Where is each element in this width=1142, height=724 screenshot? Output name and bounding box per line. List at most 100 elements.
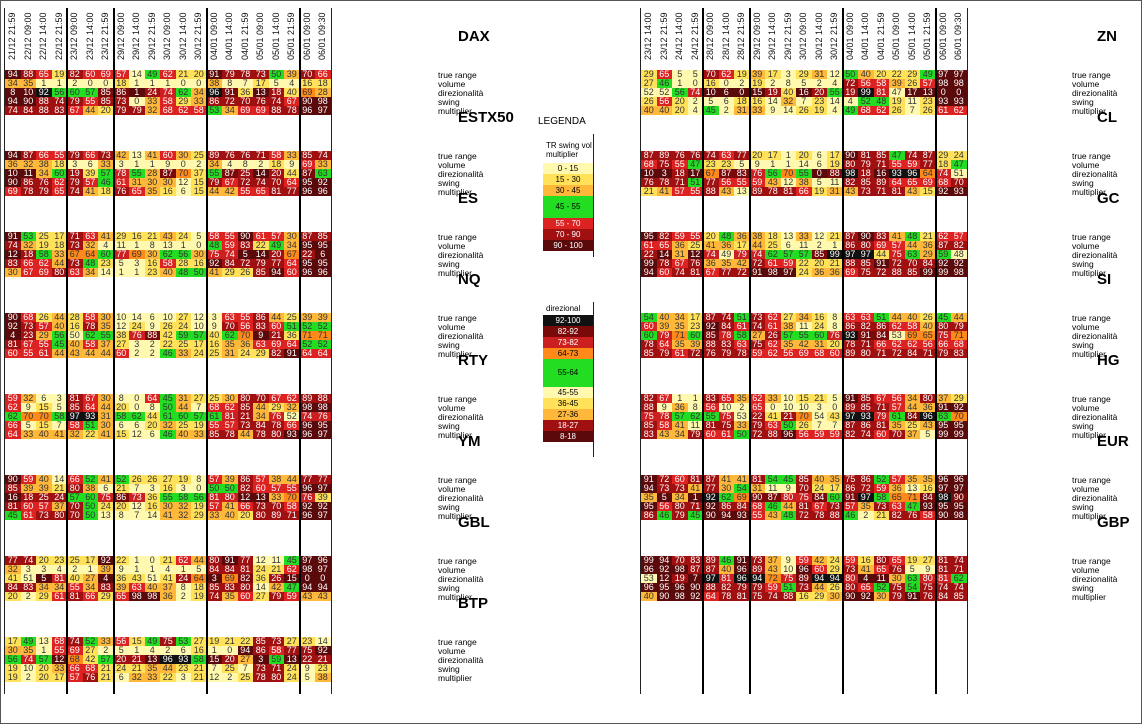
heat-cell: 40 [904,313,920,322]
heat-cell: 19 [734,70,750,79]
heat-cell: 13 [98,511,114,521]
heat-cell: 70 [951,412,967,422]
heat-cell: 74 [904,151,920,160]
heat-cell: 2 [687,97,703,107]
heat-cell: 27 [641,79,657,89]
heat-cell: 5 [113,646,129,656]
heat-cell: 52 [873,475,889,484]
group-separator [298,8,301,694]
heat-cell: 84 [873,331,889,341]
date-header: 28/12 09:00 [705,12,715,60]
heat-cell: 55 [687,232,703,241]
heat-cell: 44 [811,583,827,593]
heat-cell: 57 [842,502,858,512]
row-label: swing [1072,420,1094,431]
heat-cell: 7 [904,106,920,116]
row-label: true range [1072,150,1111,161]
heat-cell: 51 [734,313,750,322]
heat-cell: 78 [20,187,36,197]
heat-cell: 67 [873,394,889,403]
heat-cell: 2 [811,79,827,89]
heat-cell: 21 [129,664,145,674]
heat-cell: 57 [36,655,52,665]
heat-cell: 97 [315,484,331,494]
heat-cell: 85 [951,592,967,602]
heat-cell: 33 [206,511,222,521]
heat-cell: 26 [904,79,920,89]
heat-cell: 3 [51,394,67,403]
heat-cell: 14 [780,106,796,116]
heat-cell: 95 [315,241,331,251]
heat-cell: 85 [811,250,827,260]
heat-cell: 25 [687,241,703,251]
heat-cell: 74 [206,592,222,602]
heat-cell: 43 [67,349,83,359]
heat-cell: 40 [160,268,176,278]
heat-cell: 0 [687,79,703,89]
heat-cell: 99 [641,556,657,565]
heat-cell: 31 [734,106,750,116]
left-border [4,8,5,694]
date-header: 30/12 14:00 [813,12,824,60]
heat-cell: 93 [920,502,936,512]
heat-cell: 2 [129,349,145,359]
heat-cell: 92 [299,502,315,512]
heat-cell: 96 [299,430,315,440]
heat-cell: 27 [237,655,253,665]
heat-cell: 70 [951,178,967,188]
heat-cell: 79 [222,70,238,79]
heat-cell: 76 [920,592,936,602]
heat-cell: 51 [82,421,98,431]
group-separator [748,8,751,694]
heat-cell: 41 [206,268,222,278]
heat-cell: 9 [20,403,36,413]
heat-cell: 76 [827,331,843,341]
heat-cell: 15 [36,403,52,413]
heat-cell: 24 [129,322,145,332]
heat-cell: 13 [920,88,936,98]
heat-cell: 76 [129,331,145,341]
heat-cell: 74 [20,655,36,665]
heat-cell: 80 [253,511,269,521]
heat-cell: 51 [20,574,36,584]
heat-cell: 55 [67,583,83,593]
heat-cell: 79 [734,583,750,593]
heat-cell: 26 [144,475,160,484]
heat-cell: 69 [253,106,269,116]
heat-cell: 75 [858,268,874,278]
heat-cell: 69 [299,88,315,98]
heat-cell: 1 [36,79,52,89]
heat-cell: 84 [734,502,750,512]
heat-cell: 27 [253,592,269,602]
heat-cell: 39 [299,313,315,322]
date-header: 04/01 09:00 [208,12,219,60]
heat-cell: 68 [858,106,874,116]
heat-cell: 1 [129,79,145,89]
heat-cell: 85 [98,97,114,107]
heat-cell: 21 [920,232,936,241]
heat-cell: 35 [780,340,796,350]
row-label: multiplier [1072,510,1107,521]
heat-cell: 75 [842,475,858,484]
heat-cell: 80 [206,556,222,565]
heat-cell: 74 [718,313,734,322]
heat-cell: 30 [144,178,160,188]
heat-cell: 71 [858,340,874,350]
heat-cell: 38 [206,79,222,89]
heat-cell: 1 [144,565,160,575]
heat-cell: 63 [67,268,83,278]
date-header: 30/12 21:59 [193,12,203,60]
row-label: swing [1072,96,1094,107]
heat-cell: 32 [144,106,160,116]
heat-cell: 36 [734,232,750,241]
heat-cell: 90 [5,313,21,322]
heat-cell: 20 [811,259,827,269]
heat-cell: 12 [5,250,21,260]
heat-cell: 98 [765,268,781,278]
heat-cell: 90 [703,511,719,521]
heat-cell: 44 [951,313,967,322]
heat-cell: 55 [82,97,98,107]
heat-cell: 24 [811,484,827,494]
heat-cell: 94 [299,583,315,593]
heat-cell: 88 [315,394,331,403]
